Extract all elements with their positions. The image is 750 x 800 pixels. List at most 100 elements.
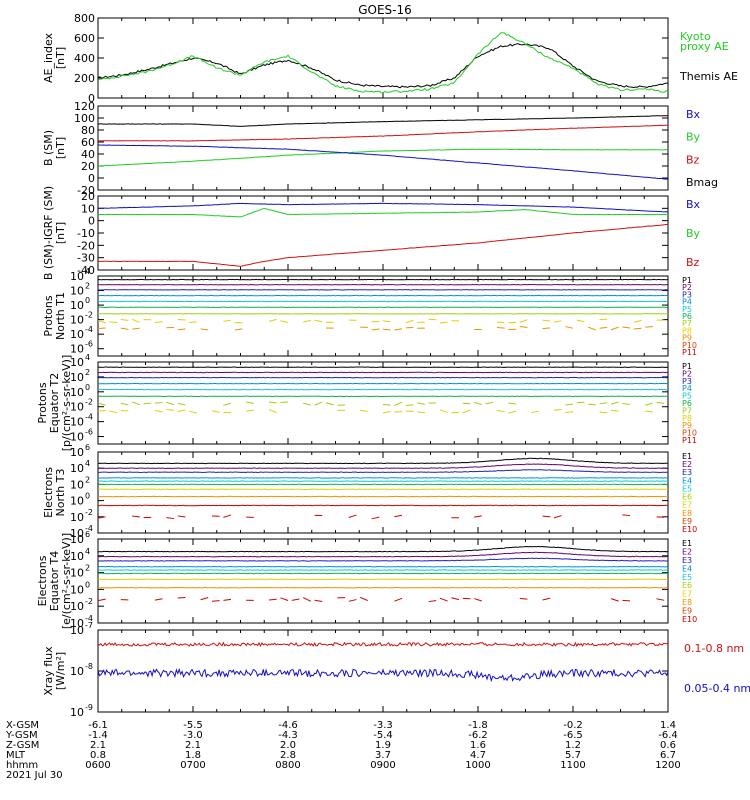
legend-entry: E5 [682,573,692,582]
y-axis-label: [nT] [54,222,67,244]
series-segment [223,598,232,601]
series-segment [645,410,653,413]
series-segment [394,401,403,407]
series-segment [382,320,391,323]
ephemeris-value: 2.1 [90,740,106,751]
legend-entry: P2 [682,369,692,378]
y-axis-label: AE_index [42,32,55,83]
y-tick-label: 20 [81,160,95,173]
y-axis-label: Equator T2 [48,373,61,433]
legend-entry: E10 [682,525,697,534]
series-line [98,569,668,571]
legend-entry: E4 [682,564,692,573]
series-group [98,366,668,414]
series-line [98,115,668,127]
ephemeris-value: 4.7 [470,750,486,761]
y-axis-label: Electrons [42,467,55,518]
series-segment [302,597,312,602]
x-tick-label: 1100 [560,760,585,771]
series-segment [200,328,209,331]
series-segment [622,599,631,602]
legend-entry: Themis AE [679,70,738,83]
ephemeris-value: -5.4 [373,730,393,741]
series-segment [382,328,391,331]
y-tick-label: 10 [70,328,84,341]
series-segment [405,326,414,329]
legend-entry: E1 [682,452,692,461]
ephemeris-value: 2.0 [280,740,296,751]
series-line [98,586,668,589]
legend-entry: E10 [682,615,697,624]
y-tick-exponent: -4 [85,325,93,334]
series-segment [588,326,596,331]
panel-frame [97,361,669,445]
series-segment [234,328,243,331]
series-segment [268,318,277,322]
legend-entry: P3 [682,290,692,299]
series-segment [610,409,619,412]
y-tick-label: -20 [77,239,95,252]
series-segment [656,402,665,404]
ephemeris-value: -6.1 [88,720,108,731]
y-tick-label: 10 [70,567,84,580]
series-segment [120,402,129,406]
y-tick-label: 10 [70,386,84,399]
series-segment [474,515,482,518]
ephemeris-value: 5.7 [565,750,581,761]
x-tick-label: 1200 [655,760,680,771]
series-line [98,208,668,218]
y-tick-label: 10 [70,706,84,719]
y-tick-exponent: 0 [85,492,90,501]
ephemeris-row-label: Y-GSM [5,730,38,741]
series-segment [360,409,368,412]
series-segment [633,319,642,323]
series-segment [496,327,505,329]
y-axis-label: Electrons [36,555,49,606]
legend-entry: 0.1-0.8 nm [684,642,744,655]
series-segment [303,319,311,323]
y-tick-exponent: -6 [85,340,93,349]
y-tick-exponent: -4 [85,614,93,623]
chart-title: GOES-16 [358,3,412,17]
y-tick-exponent: 4 [85,353,90,362]
y-tick-exponent: 2 [85,282,90,291]
series-line [98,300,668,303]
series-segment [610,598,619,602]
series-segment [508,402,517,405]
ephemeris-value: -6.5 [563,730,583,741]
panel-frame [97,451,669,534]
y-tick-label: 10 [70,617,84,630]
legend-entry: P9 [682,421,692,430]
series-line [98,32,668,94]
y-tick-label: 10 [70,299,84,312]
y-tick-exponent: 4 [85,267,90,276]
series-line [98,477,668,479]
y-axis-label: B (SM)-IGRF (SM) [42,186,55,280]
legend-entry: P7 [682,406,692,415]
series-segment [291,598,300,601]
series-segment [166,401,175,406]
legend-entry: P6 [682,399,692,408]
y-tick-label: 800 [74,12,95,25]
series-segment [314,401,323,406]
ephemeris-value: -6.4 [658,730,678,741]
series-segment [246,409,254,412]
series-segment [177,328,186,331]
series-segment [360,596,368,602]
series-segment [382,404,391,406]
y-tick-label: 10 [70,270,84,283]
y-tick-label: 10 [70,356,84,369]
y-tick-label: 600 [74,32,95,45]
series-segment [314,599,323,603]
series-group [98,641,668,683]
y-tick-exponent: -4 [85,524,93,533]
legend-entry: E7 [682,590,692,599]
legend-entry: P11 [682,348,697,357]
legend-entry: P5 [682,392,692,401]
series-segment [417,411,425,414]
